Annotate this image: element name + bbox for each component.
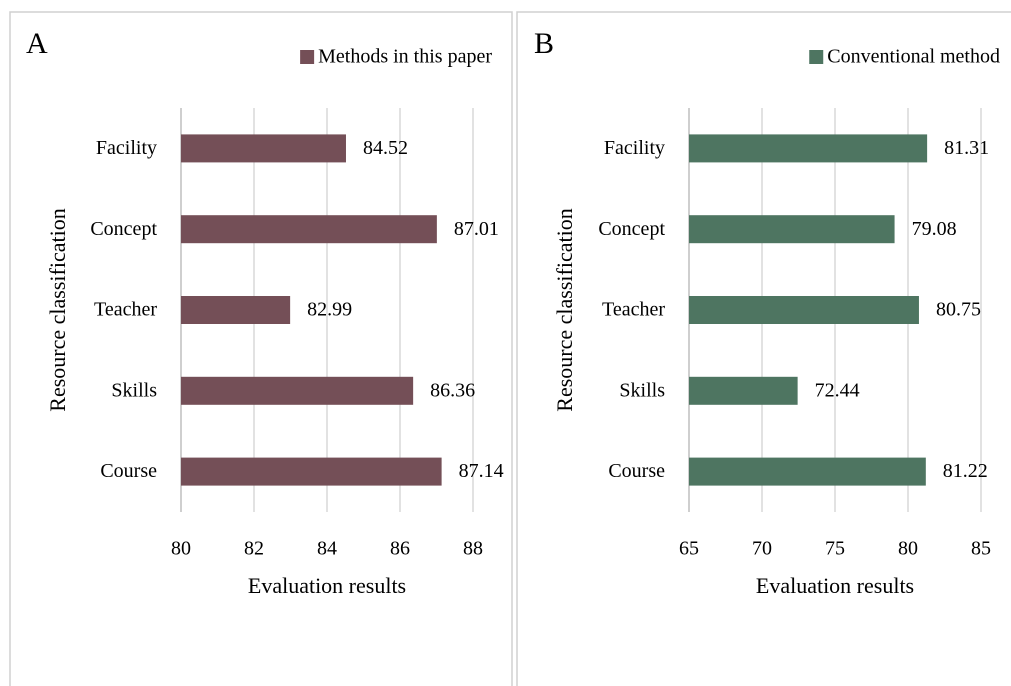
- value-label: 86.36: [430, 379, 475, 401]
- y-tick-label: Teacher: [602, 299, 665, 321]
- panel-frame: [9, 11, 513, 686]
- y-tick-label: Course: [608, 460, 665, 482]
- bar: [689, 376, 798, 405]
- bar: [689, 457, 926, 486]
- x-tick-label: 75: [825, 538, 845, 560]
- x-tick-label: 86: [390, 538, 410, 560]
- value-label: 81.22: [943, 460, 988, 482]
- x-tick-label: 80: [171, 538, 191, 560]
- legend-label: Methods in this paper: [318, 46, 492, 68]
- bar: [181, 296, 291, 324]
- bar: [689, 134, 928, 163]
- value-label: 87.14: [459, 460, 504, 482]
- bar: [181, 457, 442, 486]
- y-tick-label: Facility: [96, 137, 157, 159]
- panel-label: A: [26, 27, 48, 60]
- x-tick-label: 85: [971, 538, 991, 560]
- bar: [181, 215, 437, 244]
- panel-frame: [516, 11, 1011, 686]
- x-tick-label: 65: [679, 538, 699, 560]
- value-label: 79.08: [912, 218, 957, 240]
- y-tick-label: Skills: [111, 379, 157, 401]
- x-axis-label: Evaluation results: [756, 573, 914, 598]
- x-tick-label: 82: [244, 538, 264, 560]
- y-tick-label: Concept: [598, 218, 665, 240]
- value-label: 82.99: [307, 299, 352, 321]
- bar: [689, 296, 919, 324]
- legend-swatch: [300, 50, 315, 64]
- legend-label: Conventional method: [827, 46, 1000, 68]
- bar: [181, 134, 346, 163]
- y-tick-label: Facility: [604, 137, 665, 159]
- bar: [689, 215, 895, 244]
- value-label: 87.01: [454, 218, 499, 240]
- y-tick-label: Teacher: [94, 299, 157, 321]
- value-label: 81.31: [944, 137, 989, 159]
- value-label: 84.52: [363, 137, 408, 159]
- value-label: 72.44: [815, 379, 860, 401]
- x-tick-label: 80: [898, 538, 918, 560]
- panel-label: B: [534, 27, 554, 60]
- y-axis-label: Resource classification: [45, 208, 70, 411]
- y-tick-label: Course: [100, 460, 157, 482]
- x-tick-label: 70: [752, 538, 772, 560]
- y-tick-label: Skills: [619, 379, 665, 401]
- x-tick-label: 84: [317, 538, 337, 560]
- value-label: 80.75: [936, 299, 981, 321]
- x-axis-label: Evaluation results: [248, 573, 406, 598]
- x-tick-label: 88: [463, 538, 483, 560]
- legend-swatch: [809, 50, 824, 64]
- y-axis-label: Resource classification: [552, 208, 577, 411]
- y-tick-label: Concept: [90, 218, 157, 240]
- bar: [181, 376, 414, 405]
